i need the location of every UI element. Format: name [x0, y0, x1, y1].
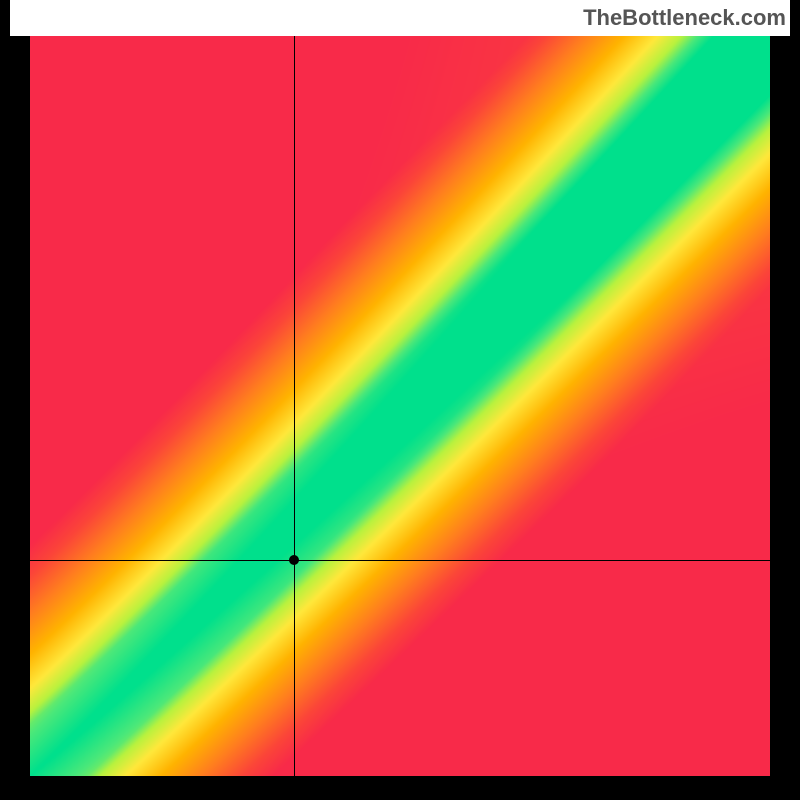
crosshair-horizontal — [30, 560, 770, 561]
plot-area — [30, 36, 770, 776]
attribution-label: TheBottleneck.com — [10, 0, 790, 36]
chart-container: TheBottleneck.com — [0, 0, 800, 800]
heatmap-canvas — [30, 36, 770, 776]
crosshair-vertical — [294, 36, 295, 776]
